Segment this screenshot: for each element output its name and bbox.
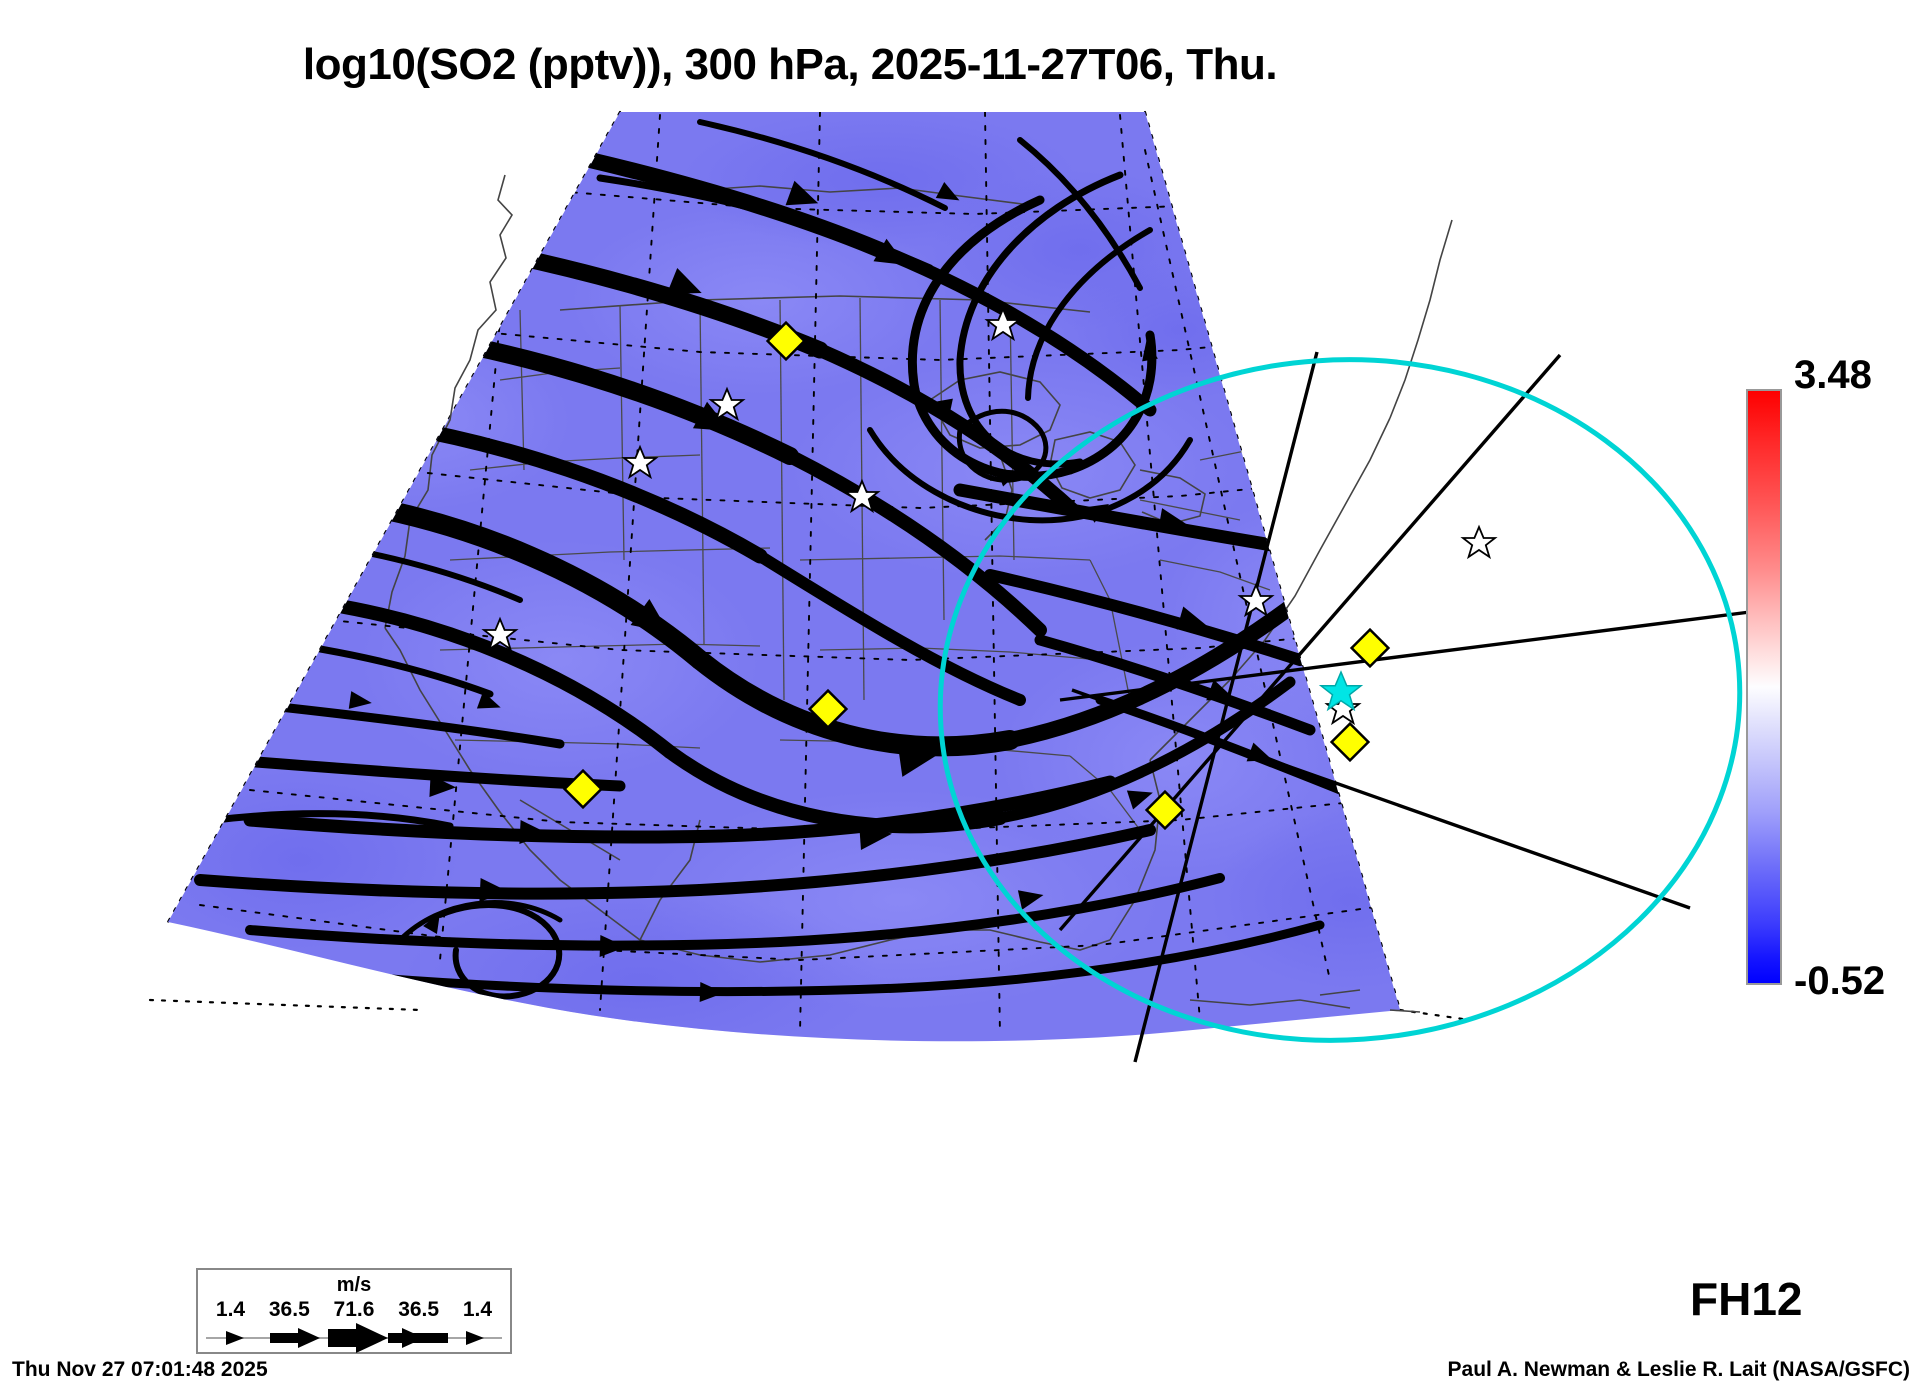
white-star-marker[interactable] (1237, 582, 1275, 618)
forecast-hour-label: FH12 (1690, 1273, 1803, 1325)
white-star-marker[interactable] (984, 306, 1022, 342)
wind-tick-4: 1.4 (462, 1298, 493, 1321)
colorbar: 3.48 -0.52 (1746, 353, 1885, 1003)
colorbar-max-label: 3.48 (1794, 353, 1872, 397)
yellow-diamond-marker[interactable] (1349, 627, 1391, 669)
site-markers-yellow[interactable] (562, 320, 1391, 831)
white-star-marker[interactable] (1460, 524, 1498, 560)
wind-legend-arrows (206, 1323, 502, 1353)
wind-tick-3: 36.5 (398, 1298, 440, 1321)
station-markers-white[interactable] (481, 306, 1498, 726)
wind-speed-legend: m/s 1.4 36.5 71.6 36.5 1.4 (196, 1268, 512, 1354)
colorbar-min-label: -0.52 (1794, 959, 1886, 1003)
yellow-diamond-marker[interactable] (765, 320, 807, 362)
yellow-diamond-marker[interactable] (1144, 789, 1186, 831)
wind-tick-0: 1.4 (215, 1298, 246, 1321)
yellow-diamond-marker[interactable] (562, 768, 604, 810)
streamline-arrowheads (348, 180, 1273, 1002)
white-star-marker[interactable] (843, 478, 881, 514)
white-star-marker[interactable] (621, 444, 659, 480)
transect-lines (1058, 351, 1751, 1063)
white-star-marker[interactable] (708, 386, 746, 422)
analysis-circle (937, 357, 1743, 1043)
wind-legend-units: m/s (336, 1274, 372, 1296)
chart-title: log10(SO2 (pptv)), 300 hPa, 2025-11-27T0… (302, 40, 1278, 89)
yellow-diamond-marker[interactable] (1329, 721, 1371, 763)
wind-legend-ticks: 1.4 36.5 71.6 36.5 1.4 (198, 1298, 510, 1322)
primary-site-marker[interactable] (1318, 670, 1364, 712)
footer-timestamp: Thu Nov 27 07:01:48 2025 (12, 1358, 268, 1381)
colorbar-gradient (1746, 389, 1782, 985)
cyan-star-marker[interactable] (1318, 670, 1364, 712)
footer-credit: Paul A. Newman & Leslie R. Lait (NASA/GS… (1447, 1358, 1910, 1381)
wind-tick-1: 36.5 (268, 1298, 310, 1321)
wind-tick-2: 71.6 (333, 1298, 375, 1321)
yellow-diamond-marker[interactable] (807, 688, 849, 730)
white-star-marker[interactable] (481, 616, 519, 652)
